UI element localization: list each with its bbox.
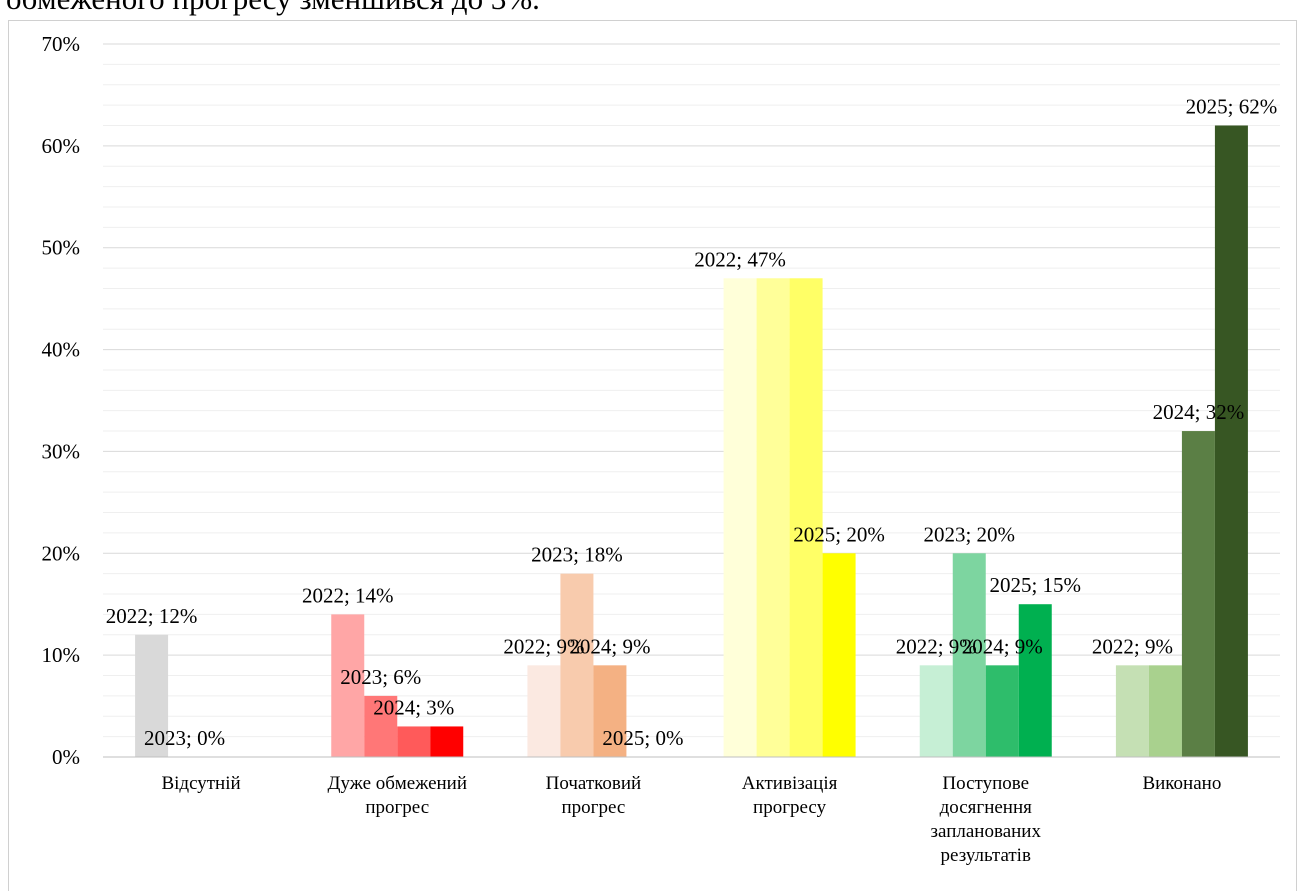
y-tick-label: 10%	[42, 643, 81, 667]
data-label: 2025; 15%	[989, 573, 1081, 597]
bar	[985, 665, 1019, 757]
data-label: 2025; 62%	[1186, 94, 1278, 118]
bar	[331, 614, 365, 757]
data-label: 2022; 9%	[1092, 634, 1173, 658]
data-label: 2022; 9%	[503, 634, 584, 658]
bar	[560, 573, 594, 757]
bar	[135, 634, 169, 757]
data-label: 2022; 12%	[106, 604, 198, 628]
bar	[364, 695, 398, 757]
bar	[1214, 125, 1248, 757]
bar	[789, 278, 823, 757]
x-tick-label: Поступове досягнення запланованих резуль…	[930, 773, 1041, 866]
bar	[919, 665, 953, 757]
data-label: 2022; 9%	[896, 634, 977, 658]
x-tick-label: Дуже обмежений прогрес	[327, 773, 468, 818]
bar	[430, 726, 464, 757]
bar	[822, 553, 856, 757]
data-label: 2022; 47%	[694, 247, 786, 271]
data-label: 2024; 32%	[1153, 400, 1245, 424]
data-label: 2025; 20%	[793, 522, 885, 546]
y-tick-label: 40%	[42, 338, 81, 362]
data-label: 2023; 18%	[531, 543, 623, 567]
bar	[527, 665, 561, 757]
chart-border	[8, 20, 1297, 891]
bar	[952, 553, 986, 757]
x-tick-label: Активізація прогресу	[741, 773, 838, 818]
x-tick-label: Відсутній	[161, 773, 241, 794]
x-tick-label: Початковий прогрес	[545, 773, 642, 818]
data-label: 2023; 20%	[923, 522, 1015, 546]
bar	[1181, 431, 1215, 757]
bar	[723, 278, 757, 757]
bar	[1018, 604, 1052, 757]
data-label: 2025; 0%	[602, 726, 683, 750]
data-label: 2022; 14%	[302, 583, 394, 607]
y-tick-label: 50%	[42, 236, 81, 260]
data-label: 2023; 0%	[144, 726, 225, 750]
bar	[397, 726, 431, 757]
data-label: 2024; 9%	[569, 634, 650, 658]
text-above: обмеженого прогресу зменшився до 3%.	[6, 0, 540, 17]
y-tick-label: 20%	[42, 541, 81, 565]
bar	[1115, 665, 1149, 757]
bar	[1148, 665, 1182, 757]
bar	[593, 665, 627, 757]
y-tick-label: 60%	[42, 134, 81, 158]
bar	[756, 278, 790, 757]
x-tick-label: Виконано	[1142, 773, 1222, 794]
data-label: 2024; 3%	[373, 695, 454, 719]
data-label: 2024; 9%	[962, 634, 1043, 658]
y-tick-label: 0%	[52, 745, 80, 769]
data-label: 2023; 6%	[340, 665, 421, 689]
y-tick-label: 30%	[42, 439, 81, 463]
y-tick-label: 70%	[42, 32, 81, 56]
